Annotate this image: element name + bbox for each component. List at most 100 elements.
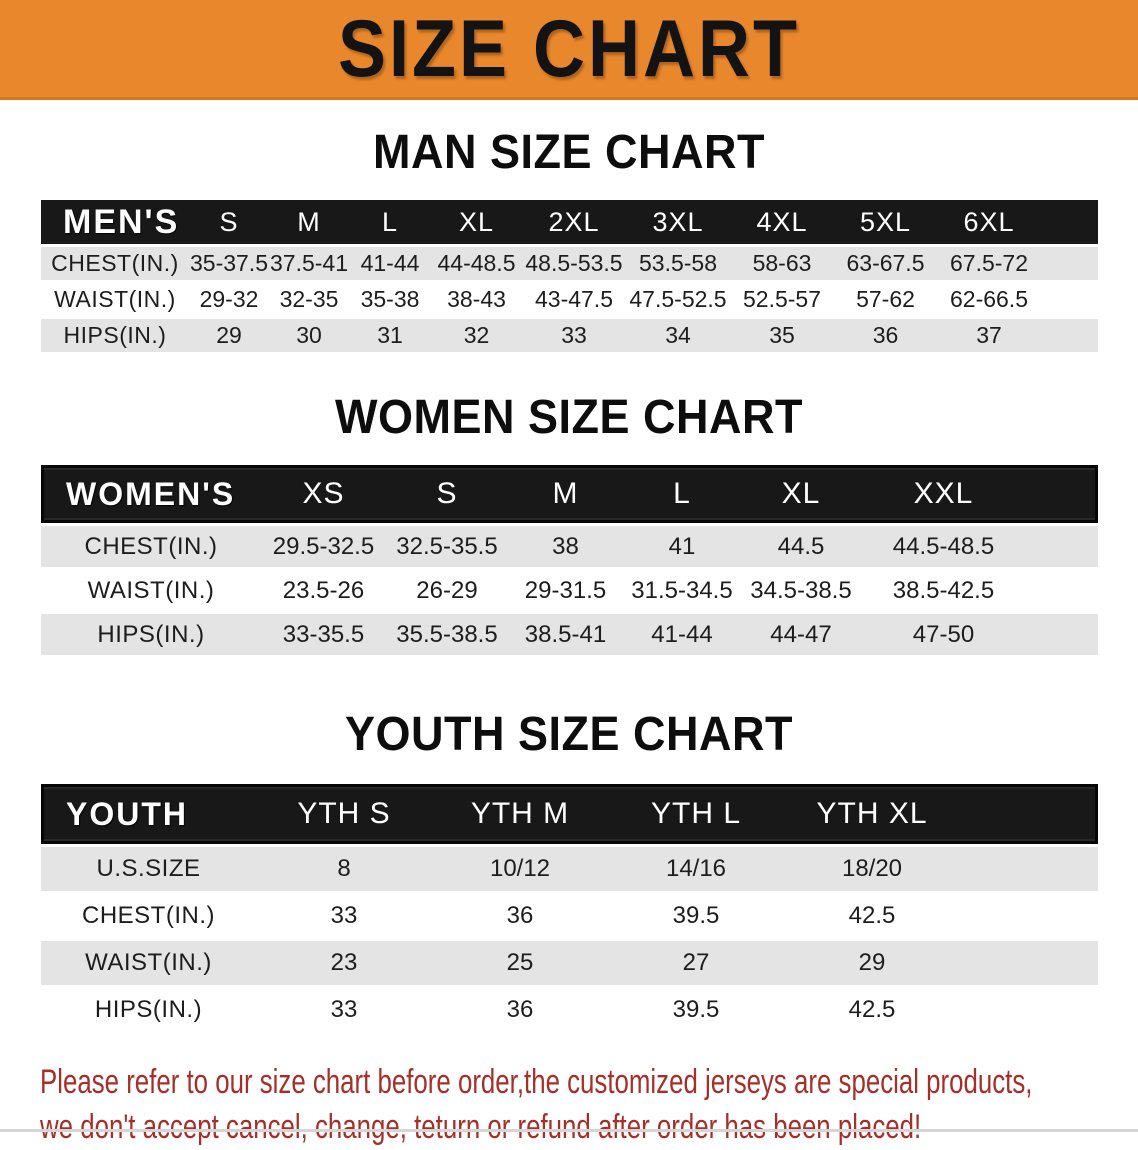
size-value-cell: 44.5-48.5 xyxy=(861,526,1026,567)
size-column-header: YTH M xyxy=(432,784,608,844)
table-row: WAIST(IN.) 29-32 32-35 35-38 38-43 43-47.5 47.… xyxy=(41,283,1098,316)
section-women: WOMEN SIZE CHART WOMEN'S XS S M L XL XXL CHEST(… xyxy=(0,389,1138,658)
table-row: CHEST(IN.) 29.5-32.5 32.5-35.5 38 41 44.5 44.5… xyxy=(41,526,1098,567)
size-value-cell: 14/16 xyxy=(608,847,784,891)
row-spacer xyxy=(960,894,1098,938)
size-value-cell: 52.5-57 xyxy=(730,283,834,316)
size-value-cell: 37.5-41 xyxy=(269,247,349,280)
table-corner-label: YOUTH xyxy=(41,784,256,844)
size-value-cell: 34 xyxy=(626,319,730,352)
row-spacer xyxy=(1026,570,1098,611)
row-label: HIPS(IN.) xyxy=(41,319,189,352)
size-value-cell: 29.5-32.5 xyxy=(261,526,386,567)
table-row: CHEST(IN.) 35-37.5 37.5-41 41-44 44-48.5 48.5… xyxy=(41,247,1098,280)
size-value-cell: 42.5 xyxy=(784,988,960,1032)
size-column-header: M xyxy=(269,200,349,244)
row-label: CHEST(IN.) xyxy=(41,894,256,938)
row-label: WAIST(IN.) xyxy=(41,570,261,611)
size-value-cell: 67.5-72 xyxy=(937,247,1041,280)
size-value-cell: 35-37.5 xyxy=(189,247,269,280)
size-column-header: L xyxy=(349,200,431,244)
header-spacer xyxy=(960,784,1098,844)
size-value-cell: 31.5-34.5 xyxy=(623,570,741,611)
disclaimer-line-1: Please refer to our size chart before or… xyxy=(40,1063,1033,1101)
size-column-header: S xyxy=(386,465,508,523)
size-value-cell: 26-29 xyxy=(386,570,508,611)
size-column-header: XL xyxy=(741,465,861,523)
size-column-header: 3XL xyxy=(626,200,730,244)
size-column-header: XS xyxy=(261,465,386,523)
size-value-cell: 29-32 xyxy=(189,283,269,316)
size-value-cell: 42.5 xyxy=(784,894,960,938)
row-label: CHEST(IN.) xyxy=(41,247,189,280)
size-value-cell: 43-47.5 xyxy=(522,283,626,316)
header-spacer xyxy=(1041,200,1098,244)
table-row: U.S.SIZE 8 10/12 14/16 18/20 xyxy=(41,847,1098,891)
men-size-table: MEN'S S M L XL 2XL 3XL 4XL 5XL 6XL CHEST(IN.) 35-37… xyxy=(41,197,1098,355)
size-column-header: YTH L xyxy=(608,784,784,844)
size-header-row: YOUTH YTH S YTH M YTH L YTH XL xyxy=(41,784,1098,844)
size-value-cell: 27 xyxy=(608,941,784,985)
men-section-title: MAN SIZE CHART xyxy=(373,123,765,179)
size-value-cell: 18/20 xyxy=(784,847,960,891)
table-row: HIPS(IN.) 33-35.5 35.5-38.5 38.5-41 41-44 44-… xyxy=(41,614,1098,655)
size-value-cell: 35-38 xyxy=(349,283,431,316)
banner: SIZE CHART xyxy=(0,0,1138,100)
row-spacer xyxy=(960,941,1098,985)
size-value-cell: 37 xyxy=(937,319,1041,352)
row-spacer xyxy=(1041,283,1098,316)
size-column-header: 5XL xyxy=(834,200,937,244)
table-corner-label: MEN'S xyxy=(41,200,189,244)
header-spacer xyxy=(1026,465,1098,523)
row-spacer xyxy=(960,988,1098,1032)
table-row: CHEST(IN.) 33 36 39.5 42.5 xyxy=(41,894,1098,938)
youth-size-table: YOUTH YTH S YTH M YTH L YTH XL U.S.SIZE 8 10/12… xyxy=(41,781,1098,1035)
row-spacer xyxy=(1041,247,1098,280)
row-spacer xyxy=(960,847,1098,891)
size-value-cell: 39.5 xyxy=(608,988,784,1032)
row-spacer xyxy=(1026,614,1098,655)
size-value-cell: 53.5-58 xyxy=(626,247,730,280)
size-value-cell: 38.5-41 xyxy=(508,614,623,655)
size-value-cell: 44.5 xyxy=(741,526,861,567)
women-size-table: WOMEN'S XS S M L XL XXL CHEST(IN.) 29.5-32.5 32.5… xyxy=(41,462,1098,658)
size-column-header: YTH S xyxy=(256,784,432,844)
size-value-cell: 23.5-26 xyxy=(261,570,386,611)
bottom-edge-divider xyxy=(0,1129,1138,1132)
size-value-cell: 10/12 xyxy=(432,847,608,891)
table-row: HIPS(IN.) 33 36 39.5 42.5 xyxy=(41,988,1098,1032)
row-label: HIPS(IN.) xyxy=(41,614,261,655)
row-spacer xyxy=(1041,319,1098,352)
row-label: WAIST(IN.) xyxy=(41,941,256,985)
size-column-header: XL xyxy=(431,200,522,244)
size-value-cell: 8 xyxy=(256,847,432,891)
disclaimer: Please refer to our size chart before or… xyxy=(40,1060,1138,1150)
row-label: U.S.SIZE xyxy=(41,847,256,891)
size-value-cell: 33 xyxy=(256,894,432,938)
size-value-cell: 25 xyxy=(432,941,608,985)
size-value-cell: 63-67.5 xyxy=(834,247,937,280)
size-value-cell: 41-44 xyxy=(349,247,431,280)
size-value-cell: 29-31.5 xyxy=(508,570,623,611)
size-value-cell: 23 xyxy=(256,941,432,985)
size-value-cell: 39.5 xyxy=(608,894,784,938)
row-label: CHEST(IN.) xyxy=(41,526,261,567)
size-value-cell: 41 xyxy=(623,526,741,567)
size-value-cell: 33-35.5 xyxy=(261,614,386,655)
size-value-cell: 62-66.5 xyxy=(937,283,1041,316)
disclaimer-line-2: we don't accept cancel, change, teturn o… xyxy=(40,1108,922,1146)
section-men: MAN SIZE CHART MEN'S S M L XL 2XL 3XL 4XL 5XL 6XL… xyxy=(0,123,1138,355)
size-value-cell: 36 xyxy=(432,894,608,938)
size-value-cell: 30 xyxy=(269,319,349,352)
size-value-cell: 32-35 xyxy=(269,283,349,316)
size-column-header: 4XL xyxy=(730,200,834,244)
section-youth: YOUTH SIZE CHART YOUTH YTH S YTH M YTH L YTH… xyxy=(0,706,1138,1035)
size-value-cell: 47.5-52.5 xyxy=(626,283,730,316)
size-value-cell: 41-44 xyxy=(623,614,741,655)
table-row: WAIST(IN.) 23 25 27 29 xyxy=(41,941,1098,985)
row-spacer xyxy=(1026,526,1098,567)
size-value-cell: 29 xyxy=(189,319,269,352)
size-value-cell: 38-43 xyxy=(431,283,522,316)
size-value-cell: 36 xyxy=(834,319,937,352)
